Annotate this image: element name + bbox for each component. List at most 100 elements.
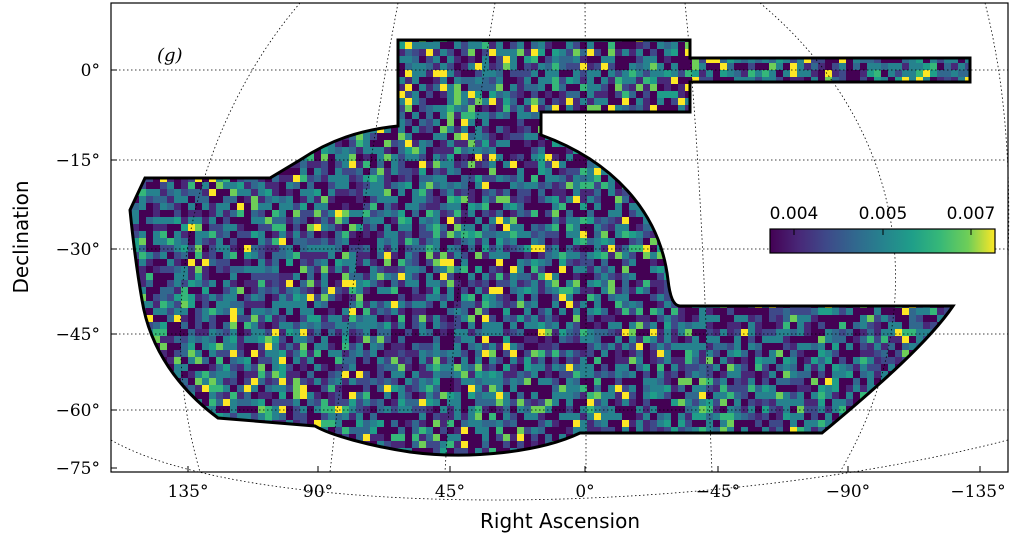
heat-cell <box>461 273 468 280</box>
heat-cell <box>608 273 615 280</box>
heat-cell <box>440 91 447 98</box>
heat-cell <box>321 294 328 301</box>
heat-cell <box>482 266 489 273</box>
heat-cell <box>468 210 475 217</box>
heat-cell <box>216 210 223 217</box>
heat-cell <box>510 161 517 168</box>
heat-cell <box>160 217 167 224</box>
heat-cell <box>251 189 258 196</box>
heat-cell <box>510 273 517 280</box>
heat-cell <box>153 189 160 196</box>
heat-cell <box>398 238 405 245</box>
heat-cell <box>321 238 328 245</box>
heat-cell <box>545 259 552 266</box>
heat-cell <box>321 175 328 182</box>
heat-cell <box>531 77 538 84</box>
heat-cell <box>489 294 496 301</box>
heat-cell <box>566 294 573 301</box>
heat-cell <box>573 203 580 210</box>
heat-cell <box>223 301 230 308</box>
heat-cell <box>601 287 608 294</box>
heat-cell <box>594 259 601 266</box>
heat-cell <box>335 273 342 280</box>
heat-cell <box>538 203 545 210</box>
heat-cell <box>454 301 461 308</box>
heat-cell <box>300 308 307 315</box>
heat-cell <box>419 105 426 112</box>
heat-cell <box>230 294 237 301</box>
heat-cell <box>132 231 139 238</box>
heat-cell <box>363 294 370 301</box>
heat-cell <box>468 189 475 196</box>
heat-cell <box>307 301 314 308</box>
heat-cell <box>335 189 342 196</box>
heat-cell <box>174 259 181 266</box>
heat-cell <box>489 91 496 98</box>
heat-cell <box>566 182 573 189</box>
heat-cell <box>244 266 251 273</box>
heat-cell <box>552 196 559 203</box>
heat-cell <box>174 308 181 315</box>
heat-cell <box>293 182 300 189</box>
heat-cell <box>195 231 202 238</box>
heat-cell <box>601 259 608 266</box>
heat-cell <box>461 77 468 84</box>
heat-cell <box>405 196 412 203</box>
heat-cell <box>790 63 797 70</box>
heat-cell <box>216 245 223 252</box>
heat-cell <box>496 126 503 133</box>
heat-cell <box>237 273 244 280</box>
heat-cell <box>167 217 174 224</box>
heat-cell <box>594 105 601 112</box>
heat-cell <box>566 266 573 273</box>
heat-cell <box>433 315 440 322</box>
heat-cell <box>587 266 594 273</box>
heat-cell <box>587 70 594 77</box>
heat-cell <box>475 196 482 203</box>
heat-cell <box>587 238 594 245</box>
heat-cell <box>314 175 321 182</box>
heat-cell <box>517 259 524 266</box>
heat-cell <box>594 91 601 98</box>
heat-cell <box>762 308 769 315</box>
heat-cell <box>468 287 475 294</box>
heat-cell <box>412 133 419 140</box>
heat-cell <box>580 70 587 77</box>
heat-cell <box>951 70 958 77</box>
heat-cell <box>216 196 223 203</box>
heat-cell <box>272 203 279 210</box>
heat-cell <box>552 203 559 210</box>
heat-cell <box>153 315 160 322</box>
heat-cell <box>524 224 531 231</box>
heat-cell <box>440 210 447 217</box>
heat-cell <box>601 105 608 112</box>
heat-cell <box>496 315 503 322</box>
heat-cell <box>181 245 188 252</box>
heat-cell <box>601 84 608 91</box>
heat-cell <box>587 245 594 252</box>
heat-cell <box>559 147 566 154</box>
heat-cell <box>587 308 594 315</box>
heat-cell <box>454 182 461 189</box>
heat-cell <box>216 252 223 259</box>
heat-cell <box>419 42 426 49</box>
heat-cell <box>566 287 573 294</box>
heat-cell <box>587 98 594 105</box>
heat-cell <box>188 231 195 238</box>
heat-cell <box>447 168 454 175</box>
heat-cell <box>552 42 559 49</box>
heat-cell <box>398 175 405 182</box>
heat-cell <box>524 98 531 105</box>
heat-cell <box>769 315 776 322</box>
heat-cell <box>671 308 678 315</box>
heat-cell <box>559 238 566 245</box>
heat-cell <box>356 175 363 182</box>
heat-cell <box>265 231 272 238</box>
heat-cell <box>517 308 524 315</box>
heat-cell <box>433 112 440 119</box>
heat-cell <box>279 273 286 280</box>
heat-cell <box>363 182 370 189</box>
heat-cell <box>433 273 440 280</box>
heat-cell <box>650 294 657 301</box>
heat-cell <box>412 266 419 273</box>
